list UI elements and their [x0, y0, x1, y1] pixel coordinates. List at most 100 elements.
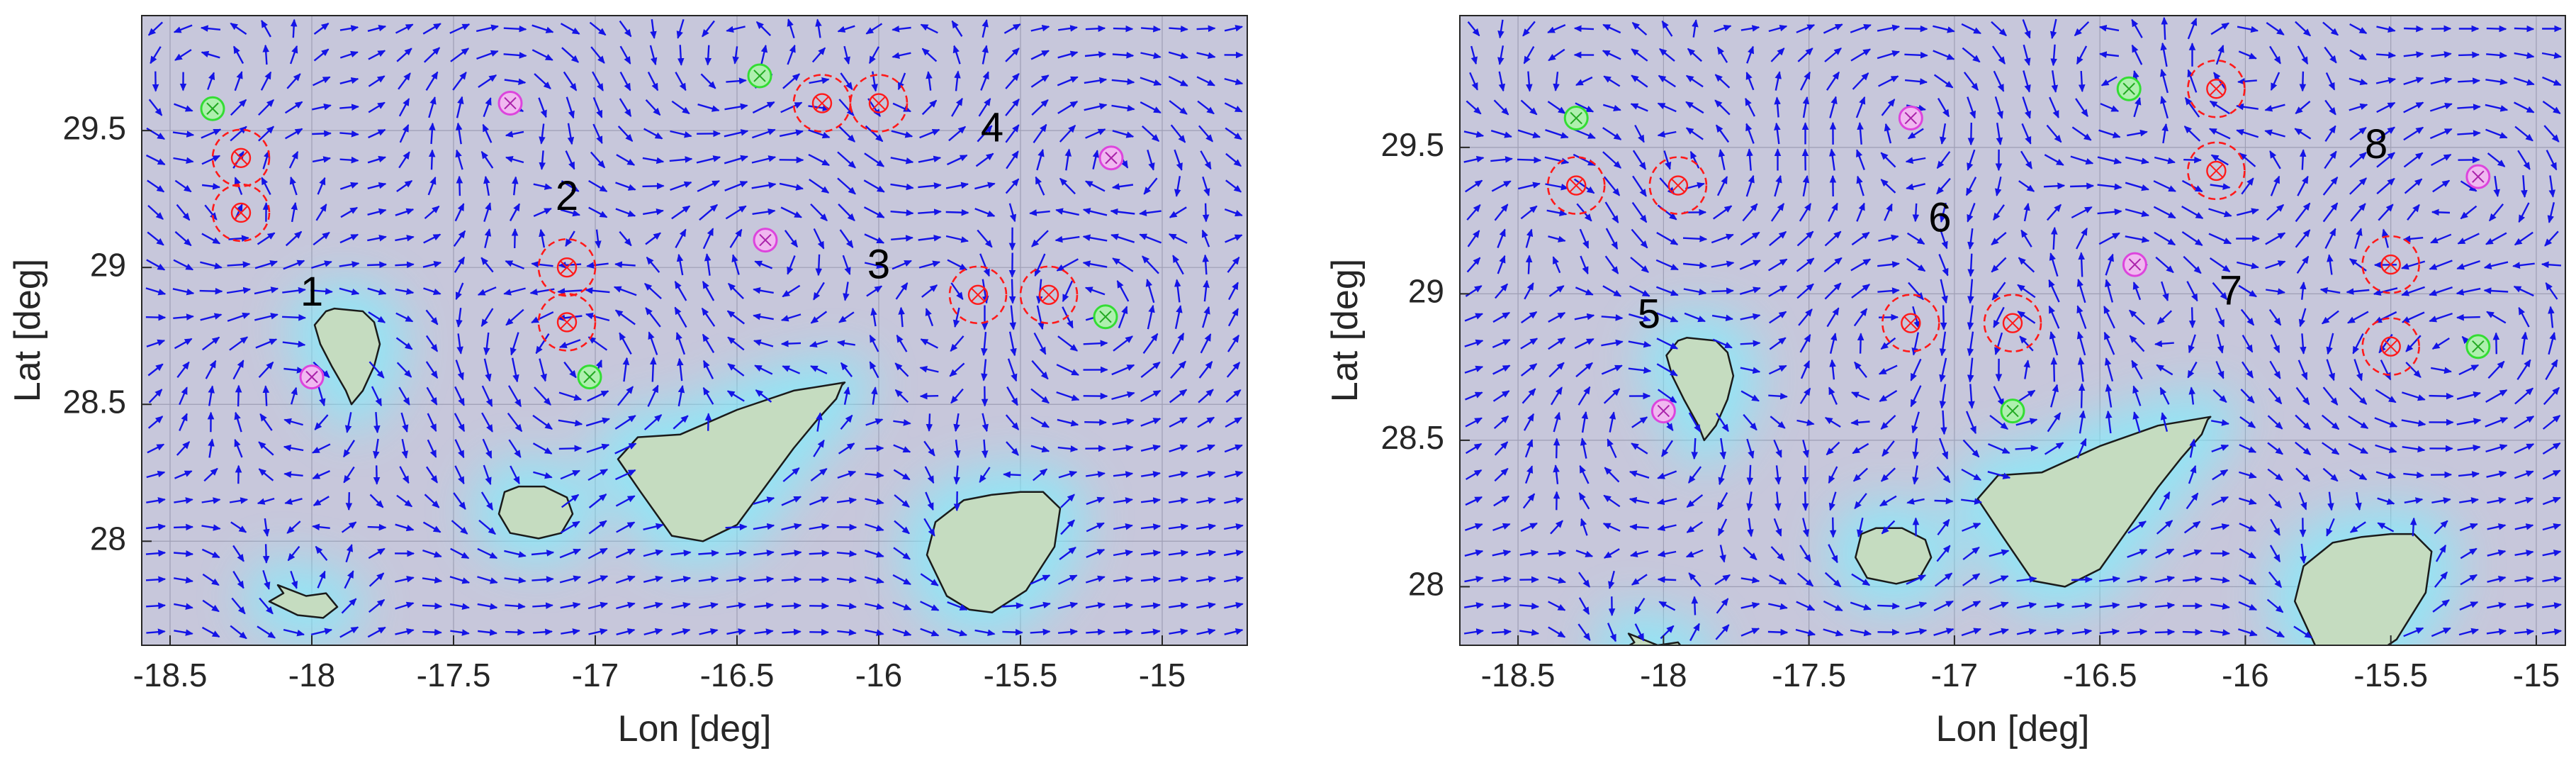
left-map-flow-arrow [147, 363, 164, 377]
left-map-flow-arrow [704, 413, 712, 431]
right-map-region-label: 8 [2365, 121, 2387, 167]
left-map-flow-arrow [643, 549, 664, 557]
left-map-flow-arrow [1056, 364, 1079, 376]
left-map-flow-arrow [754, 628, 774, 635]
left-map-flow-arrow [454, 413, 466, 433]
right-map-y-tick-label: 29 [1408, 273, 1444, 310]
left-map-flow-arrow [677, 384, 685, 407]
left-map-flow-arrow [201, 497, 221, 504]
left-map-flow-arrow [1054, 235, 1080, 243]
left-map-flow-arrow [231, 597, 246, 615]
left-map-flow-arrow [675, 228, 687, 248]
left-map-flow-arrow [254, 260, 279, 269]
left-map-flow-arrow [981, 359, 988, 381]
left-map-flow-arrow [201, 524, 221, 531]
left-map-flow-arrow [650, 19, 657, 39]
left-map-flow-arrow [145, 154, 166, 166]
left-map-flow-arrow [202, 573, 220, 586]
left-map-flow-arrow [726, 602, 746, 609]
left-map-flow-arrow [368, 50, 386, 60]
left-map-flow-arrow [921, 99, 938, 116]
left-map-flow-arrow [1084, 286, 1106, 296]
left-map-flow-arrow [232, 45, 244, 65]
left-map-flow-arrow [482, 438, 493, 459]
left-map-flow-arrow [510, 465, 520, 485]
left-map-flow-arrow [373, 465, 381, 485]
left-map-flow-arrow [258, 441, 274, 456]
left-map-flow-arrow [312, 103, 332, 111]
left-map-flow-arrow [920, 23, 938, 34]
left-map-flow-arrow [699, 602, 719, 609]
left-map-flow-arrow [1030, 74, 1050, 88]
left-map-flow-arrow [809, 179, 830, 194]
left-map-flow-arrow [592, 96, 603, 118]
left-map-region-label: 4 [981, 104, 1003, 150]
left-map-flow-arrow [865, 23, 883, 35]
left-map-flow-arrow [284, 101, 303, 114]
left-map-flow-arrow [945, 235, 969, 243]
left-map-flow-arrow [1113, 602, 1134, 609]
left-map-flow-arrow [398, 72, 411, 90]
left-map-flow-arrow [843, 386, 850, 405]
left-map-flow-arrow [226, 286, 252, 294]
right-map-region-label: 6 [1928, 194, 1951, 240]
left-map-flow-arrow [344, 412, 352, 433]
left-map-flow-arrow [145, 550, 167, 557]
left-map-flow-arrow [312, 156, 332, 163]
left-map-flow-arrow [947, 601, 968, 611]
left-map-flow-arrow [946, 154, 968, 166]
left-map-flow-arrow [398, 151, 410, 169]
left-map-flow-arrow [455, 149, 463, 170]
left-map-flow-arrow [560, 23, 580, 35]
left-map-flow-arrow [1057, 418, 1079, 427]
left-map-flow-arrow [533, 628, 553, 636]
right-map-flow-arrow [1682, 235, 1708, 243]
left-map-flow-arrow [945, 208, 969, 216]
left-map-flow-arrow [918, 208, 942, 216]
left-map-flow-arrow [1036, 148, 1045, 171]
left-map-flow-arrow [533, 471, 553, 479]
left-map-flow-arrow [563, 71, 578, 91]
left-map-flow-arrow [643, 414, 663, 430]
left-map-flow-arrow [371, 386, 383, 407]
left-map-flow-arrow [1002, 628, 1023, 636]
right-map-flow-arrow [1553, 438, 1560, 459]
left-map-flow-arrow [534, 73, 551, 89]
left-map-flow-arrow [369, 572, 385, 587]
left-map-flow-arrow [864, 152, 885, 167]
left-map-flow-arrow [1085, 575, 1106, 584]
right-map-x-tick-label: -17 [1931, 657, 1978, 693]
left-map-flow-arrow [981, 439, 989, 459]
left-map-flow-arrow [808, 104, 831, 112]
left-map-flow-arrow [339, 77, 359, 84]
left-map-flow-arrow [396, 48, 412, 62]
left-map-flow-arrow [539, 150, 546, 170]
left-map-flow-arrow [1084, 51, 1107, 58]
left-map-flow-arrow [531, 576, 554, 583]
left-map-flow-arrow [808, 153, 831, 167]
left-map-flow-arrow [450, 547, 470, 559]
left-map-flow-arrow [146, 628, 166, 635]
left-map-flow-arrow [676, 253, 684, 276]
left-map-flow-arrow [560, 469, 581, 480]
left-map-flow-arrow [344, 570, 354, 589]
left-map-flow-arrow [725, 523, 748, 531]
left-map-flow-arrow [451, 520, 468, 535]
left-map-flow-arrow [614, 261, 636, 268]
left-map-flow-arrow [179, 386, 188, 406]
left-map-flow-arrow [670, 550, 692, 557]
left-map-flow-arrow [595, 229, 602, 249]
left-map-flow-arrow [614, 415, 636, 430]
left-map-flow-arrow [840, 362, 853, 377]
right-map-x-tick-label: -15 [2513, 657, 2560, 693]
left-map-flow-arrow [614, 469, 636, 481]
left-map-flow-arrow [673, 415, 689, 430]
left-map-flow-arrow [531, 24, 554, 33]
left-map-flow-arrow [503, 287, 526, 296]
left-map-flow-arrow [284, 498, 303, 505]
left-map-x-tick-label: -18.5 [133, 657, 208, 693]
left-map-region-label: 1 [300, 269, 323, 315]
left-map-flow-arrow [615, 495, 636, 507]
left-map-flow-arrow [615, 208, 636, 217]
left-map-flow-arrow [923, 440, 935, 457]
